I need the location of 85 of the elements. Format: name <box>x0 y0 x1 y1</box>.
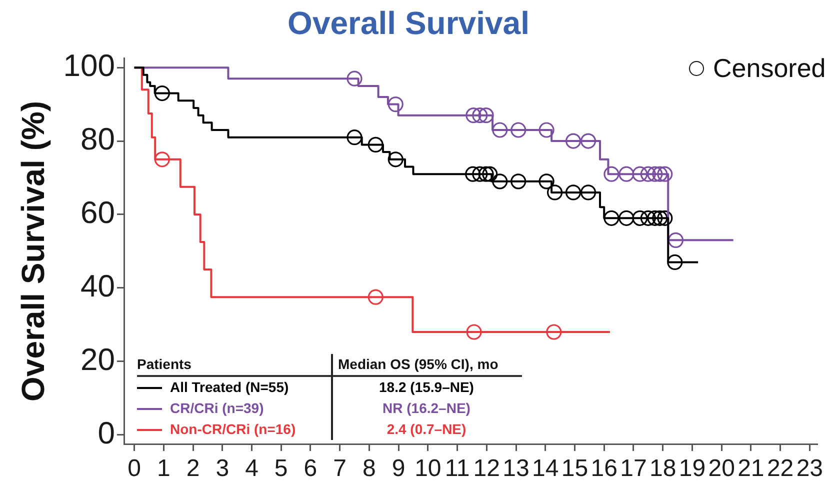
legend-label: Non-CR/CRi (n=16) <box>170 421 296 437</box>
point <box>388 96 404 112</box>
x-tick-label: 21 <box>738 455 764 482</box>
point <box>657 166 673 182</box>
y-tick-label: 20 <box>80 342 115 377</box>
chart-title: Overall Survival <box>288 5 530 42</box>
x-tick-label: 14 <box>532 455 559 482</box>
point <box>388 152 404 168</box>
point <box>618 166 634 182</box>
point <box>465 166 481 182</box>
point <box>492 122 508 138</box>
x-tick-label: 16 <box>590 455 618 482</box>
x-tick-label: 1 <box>156 455 170 482</box>
point <box>580 184 596 200</box>
point <box>604 166 620 182</box>
point <box>472 108 488 124</box>
point <box>580 133 596 149</box>
point <box>652 210 668 226</box>
point <box>668 232 684 248</box>
annotation: NR (16.2–NE) <box>382 399 472 418</box>
x-tick-label: 3 <box>216 455 230 482</box>
x-tick-label: 22 <box>766 455 794 482</box>
point <box>657 210 673 226</box>
point <box>478 108 494 124</box>
point <box>667 254 683 270</box>
legend-title: Patients <box>137 355 192 374</box>
point <box>546 184 563 200</box>
x-tick-label: 8 <box>362 455 376 482</box>
point <box>154 152 170 168</box>
x-tick-label: 15 <box>561 455 588 482</box>
y-axis-title: Overall Survival (%) <box>15 100 52 402</box>
point <box>482 166 498 182</box>
point <box>647 166 663 182</box>
x-tick-label: 6 <box>304 455 318 482</box>
point <box>632 166 648 182</box>
annotation: Censored <box>713 53 826 84</box>
x-tick-label: 0 <box>128 455 141 482</box>
point <box>652 166 668 182</box>
point <box>466 108 482 124</box>
point <box>510 174 526 190</box>
point <box>492 174 508 190</box>
point <box>368 289 384 305</box>
point <box>346 70 362 86</box>
point <box>154 85 170 102</box>
y-tick-label: 60 <box>80 195 115 230</box>
x-tick-label: 18 <box>649 455 676 482</box>
point <box>472 166 488 182</box>
x-tick-label: 19 <box>678 455 706 482</box>
x-tick-label: 9 <box>392 455 406 482</box>
x-tick-label: 5 <box>274 455 288 482</box>
x-tick-label: 2 <box>186 455 200 482</box>
x-tick-label: 7 <box>333 455 347 482</box>
point <box>640 210 656 226</box>
legend-label: All Treated (N=55) <box>170 379 289 395</box>
point <box>632 210 648 226</box>
point <box>478 166 494 182</box>
point <box>368 136 384 152</box>
point <box>647 210 663 226</box>
y-tick-label: 40 <box>80 268 115 304</box>
x-tick-label: 11 <box>444 455 470 482</box>
point <box>346 130 362 146</box>
x-tick-label: 20 <box>708 455 735 482</box>
point <box>538 174 554 190</box>
legend-label: CR/CRi (n=39) <box>170 400 264 416</box>
x-tick-label: 10 <box>414 455 442 482</box>
x-tick-label: 17 <box>620 455 647 482</box>
point <box>604 210 620 226</box>
y-tick-label: 100 <box>63 48 115 84</box>
point <box>546 324 562 340</box>
annotation: Median OS (95% CI), mo <box>337 355 500 374</box>
x-tick-label: 12 <box>473 455 500 482</box>
annotation: 2.4 (0.7–NE) <box>386 420 468 439</box>
point <box>510 122 526 138</box>
x-tick-label: 4 <box>245 455 258 482</box>
point <box>618 210 634 226</box>
annotation: 18.2 (15.9–NE) <box>378 378 475 397</box>
y-tick-label: 80 <box>80 122 115 157</box>
point <box>538 122 554 138</box>
y-tick-label: 0 <box>98 415 115 450</box>
point <box>640 166 656 182</box>
point <box>565 133 582 149</box>
x-tick-label: 13 <box>502 455 530 482</box>
point <box>466 324 482 340</box>
point <box>565 184 582 200</box>
x-tick-label: 23 <box>796 455 824 482</box>
